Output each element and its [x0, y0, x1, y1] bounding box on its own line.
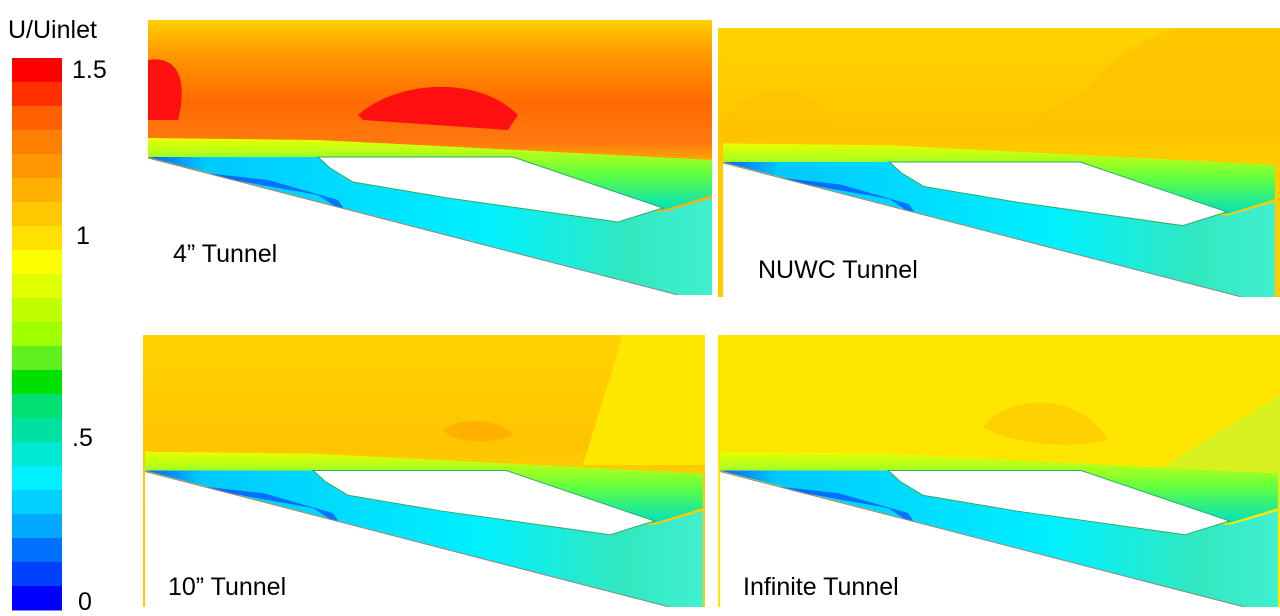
- figure: U/Uinlet 1.5 1 .5 0 4” Tunnel NUWC Tunne…: [0, 0, 1280, 616]
- colorbar-band: [12, 418, 62, 443]
- colorbar-tick-label: 1: [76, 222, 90, 250]
- colorbar-band: [12, 202, 62, 227]
- colorbar-band: [12, 130, 62, 155]
- colorbar-band: [12, 274, 62, 299]
- contour-panel: Infinite Tunnel: [718, 335, 1280, 607]
- colorbar-band: [12, 82, 62, 107]
- colorbar-band: [12, 346, 62, 371]
- contour-panel: 4” Tunnel: [148, 20, 712, 295]
- colorbar-tick-label: .5: [72, 424, 93, 452]
- colorbar-band: [12, 394, 62, 419]
- colorbar: [12, 58, 62, 611]
- panel-label: 4” Tunnel: [173, 240, 277, 268]
- colorbar-band: [12, 226, 62, 251]
- colorbar-band: [12, 154, 62, 179]
- colorbar-band: [12, 370, 62, 395]
- colorbar-band: [12, 538, 62, 563]
- panel-label: NUWC Tunnel: [758, 256, 918, 284]
- colorbar-band: [12, 490, 62, 515]
- contour-panel: NUWC Tunnel: [718, 28, 1280, 297]
- colorbar-tick-label: 0: [78, 588, 92, 616]
- colorbar-band: [12, 178, 62, 203]
- panel-label: Infinite Tunnel: [743, 573, 899, 601]
- colorbar-band: [12, 562, 62, 587]
- contour-panel: 10” Tunnel: [143, 335, 705, 607]
- colorbar-band: [12, 106, 62, 131]
- colorbar-band: [12, 250, 62, 275]
- colorbar-band: [12, 298, 62, 323]
- colorbar-band: [12, 442, 62, 467]
- colorbar-title: U/Uinlet: [8, 16, 97, 44]
- colorbar-band: [12, 322, 62, 347]
- colorbar-tick-label: 1.5: [72, 56, 107, 84]
- colorbar-band: [12, 466, 62, 491]
- colorbar-band: [12, 514, 62, 539]
- panel-label: 10” Tunnel: [168, 573, 286, 601]
- colorbar-band: [12, 586, 62, 611]
- colorbar-band: [12, 58, 62, 83]
